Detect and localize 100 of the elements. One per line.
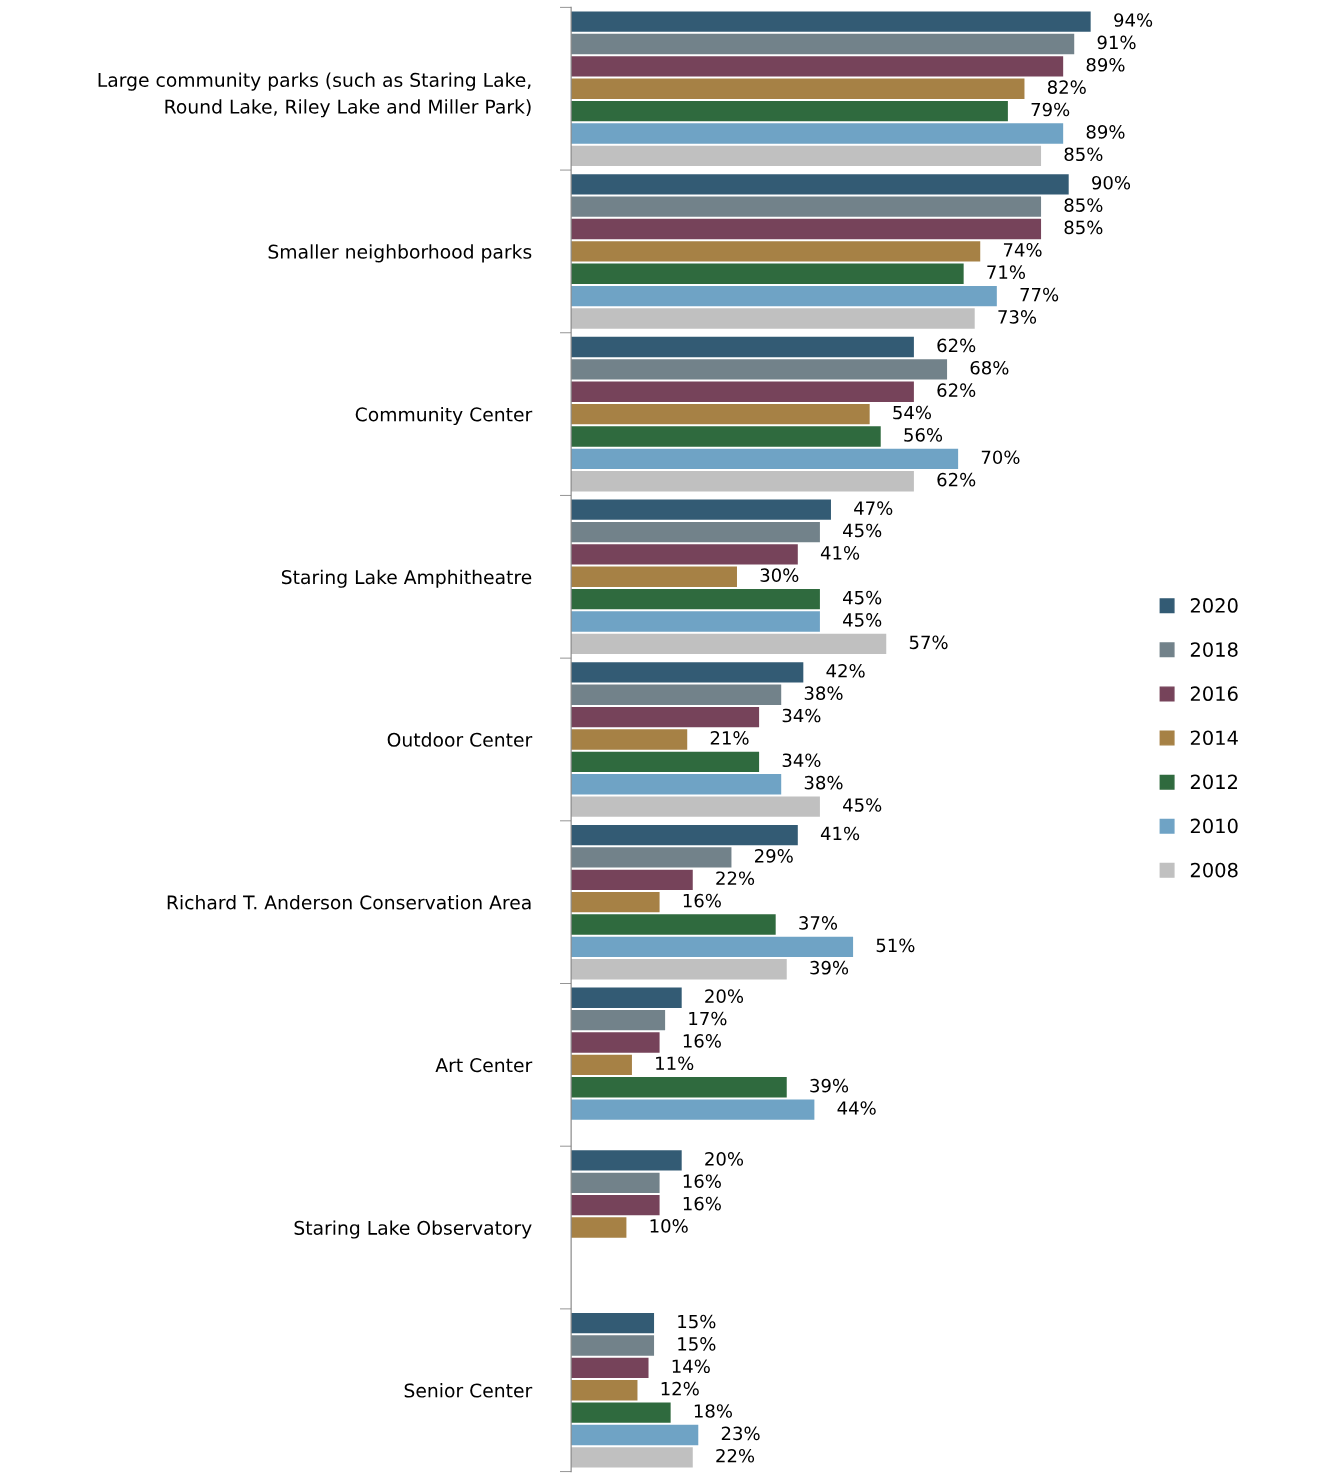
data-label: 51% — [876, 938, 915, 953]
bar — [571, 448, 959, 470]
bar — [571, 751, 760, 773]
data-label: 62% — [937, 383, 976, 397]
bar — [571, 1150, 682, 1171]
bar — [571, 11, 1091, 32]
bar — [571, 78, 1025, 99]
bar — [571, 959, 787, 980]
bar — [571, 544, 798, 565]
bar — [571, 381, 914, 402]
data-label: 21% — [710, 731, 749, 745]
bar — [571, 359, 948, 380]
data-label: 54% — [893, 405, 932, 420]
bar — [571, 566, 737, 587]
data-label: 89% — [1086, 125, 1125, 139]
y-tick-label: Staring Lake Observatory — [294, 1220, 532, 1239]
bar — [571, 774, 782, 795]
data-label: 71% — [987, 265, 1026, 280]
bar — [571, 1054, 632, 1076]
bar — [571, 588, 820, 610]
data-label: 85% — [1064, 198, 1103, 212]
data-label: 39% — [810, 1078, 849, 1093]
bar — [571, 796, 820, 817]
data-label: 38% — [804, 775, 843, 790]
bar — [571, 471, 914, 492]
bar — [571, 847, 732, 868]
legend-label: 2020 — [1190, 598, 1238, 613]
data-label: 10% — [650, 1219, 688, 1233]
data-label: 22% — [716, 1448, 755, 1463]
data-label: 56% — [904, 428, 943, 442]
legend-label: 2012 — [1190, 774, 1237, 790]
y-tick-label: Staring Lake Amphitheatre — [281, 569, 532, 588]
data-label: 42% — [826, 663, 865, 678]
data-label: 85% — [1064, 147, 1103, 162]
data-label: 14% — [672, 1359, 710, 1374]
data-label: 70% — [981, 450, 1020, 465]
bar — [571, 308, 975, 329]
data-label: 90% — [1092, 175, 1131, 190]
data-label: 62% — [937, 472, 976, 487]
bar — [571, 1312, 655, 1334]
bar — [571, 611, 820, 632]
data-label: 15% — [678, 1337, 716, 1351]
bar — [571, 285, 997, 307]
bar — [571, 426, 881, 447]
data-label: 85% — [1064, 220, 1103, 235]
data-label: 82% — [1047, 80, 1086, 94]
bar — [571, 1099, 815, 1120]
data-label: 45% — [843, 613, 882, 627]
bar — [571, 1357, 649, 1379]
data-label: 20% — [705, 1152, 744, 1166]
data-label: 57% — [909, 635, 948, 650]
bar — [571, 869, 693, 890]
bar — [571, 684, 782, 705]
bar — [571, 499, 831, 520]
data-label: 77% — [1020, 287, 1059, 302]
data-label: 41% — [820, 546, 860, 560]
bar — [571, 729, 688, 750]
bar — [571, 1447, 693, 1468]
bar — [571, 892, 660, 913]
data-label: 16% — [683, 1034, 721, 1048]
bar — [571, 263, 964, 284]
data-label: 34% — [782, 708, 821, 723]
bar — [571, 706, 760, 728]
bar — [571, 100, 1008, 122]
legend-label: 2018 — [1190, 642, 1238, 657]
bar — [571, 145, 1042, 166]
data-label: 68% — [970, 360, 1009, 375]
data-label: 94% — [1114, 13, 1153, 27]
bar — [571, 1380, 638, 1401]
bar — [571, 56, 1064, 77]
data-label: 29% — [755, 849, 793, 863]
bar — [571, 1217, 627, 1238]
y-tick-label: Community Center — [355, 406, 533, 426]
data-label: 30% — [760, 568, 799, 583]
data-label: 79% — [1031, 102, 1070, 117]
data-label: 20% — [705, 989, 744, 1003]
data-label: 18% — [694, 1404, 732, 1418]
data-label: 91% — [1097, 35, 1136, 50]
data-label: 34% — [782, 753, 821, 768]
bar — [571, 174, 1069, 195]
data-label: 62% — [937, 338, 976, 353]
bar — [571, 1032, 660, 1053]
bar — [571, 662, 804, 683]
bar — [571, 33, 1075, 55]
y-tick-label: Senior Center — [404, 1383, 533, 1398]
legend-label: 2016 — [1190, 686, 1238, 702]
bar — [571, 1009, 666, 1031]
data-label: 89% — [1086, 57, 1125, 72]
data-label: 44% — [837, 1101, 876, 1115]
bar — [571, 987, 682, 1008]
bar — [571, 521, 820, 543]
y-tick-label: Outdoor Center — [387, 732, 533, 747]
data-label: 15% — [678, 1314, 716, 1329]
bar — [571, 936, 854, 958]
bar — [571, 403, 870, 425]
data-label: 11% — [656, 1056, 694, 1071]
bar — [571, 1424, 699, 1446]
data-label: 74% — [1003, 242, 1042, 257]
bar — [571, 336, 914, 358]
bar — [571, 1172, 660, 1193]
